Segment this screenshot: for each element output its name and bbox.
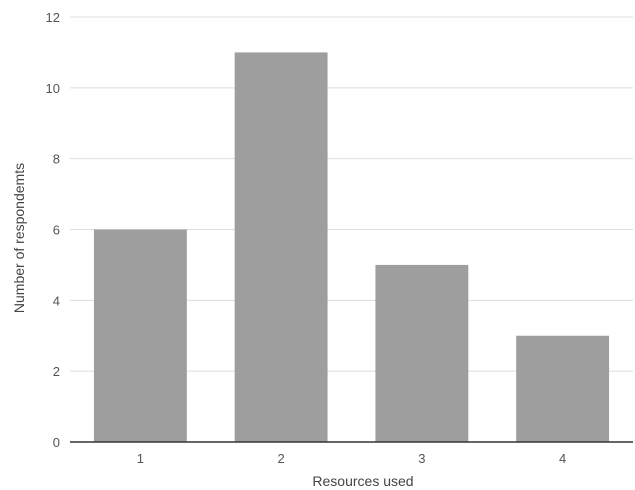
- bar-1: [93, 229, 187, 442]
- bar-4: [516, 335, 610, 442]
- x-tick-label: 3: [418, 451, 425, 466]
- y-tick-label: 6: [53, 223, 60, 238]
- x-tick-label: 4: [559, 451, 566, 466]
- x-axis-title: Resources used: [312, 473, 413, 489]
- x-tick-label: 1: [137, 451, 144, 466]
- bars: [93, 52, 610, 443]
- y-axis-title: Number of respondemts: [11, 163, 27, 313]
- y-tick-label: 10: [46, 81, 60, 96]
- y-tick-label: 0: [53, 435, 60, 450]
- x-tick-label: 2: [278, 451, 285, 466]
- y-tick-label: 8: [53, 152, 60, 167]
- bar-2: [234, 52, 328, 443]
- y-tick-label: 12: [46, 10, 60, 25]
- y-tick-label: 2: [53, 364, 60, 379]
- bar-3: [375, 264, 469, 442]
- y-tick-label: 4: [53, 293, 60, 308]
